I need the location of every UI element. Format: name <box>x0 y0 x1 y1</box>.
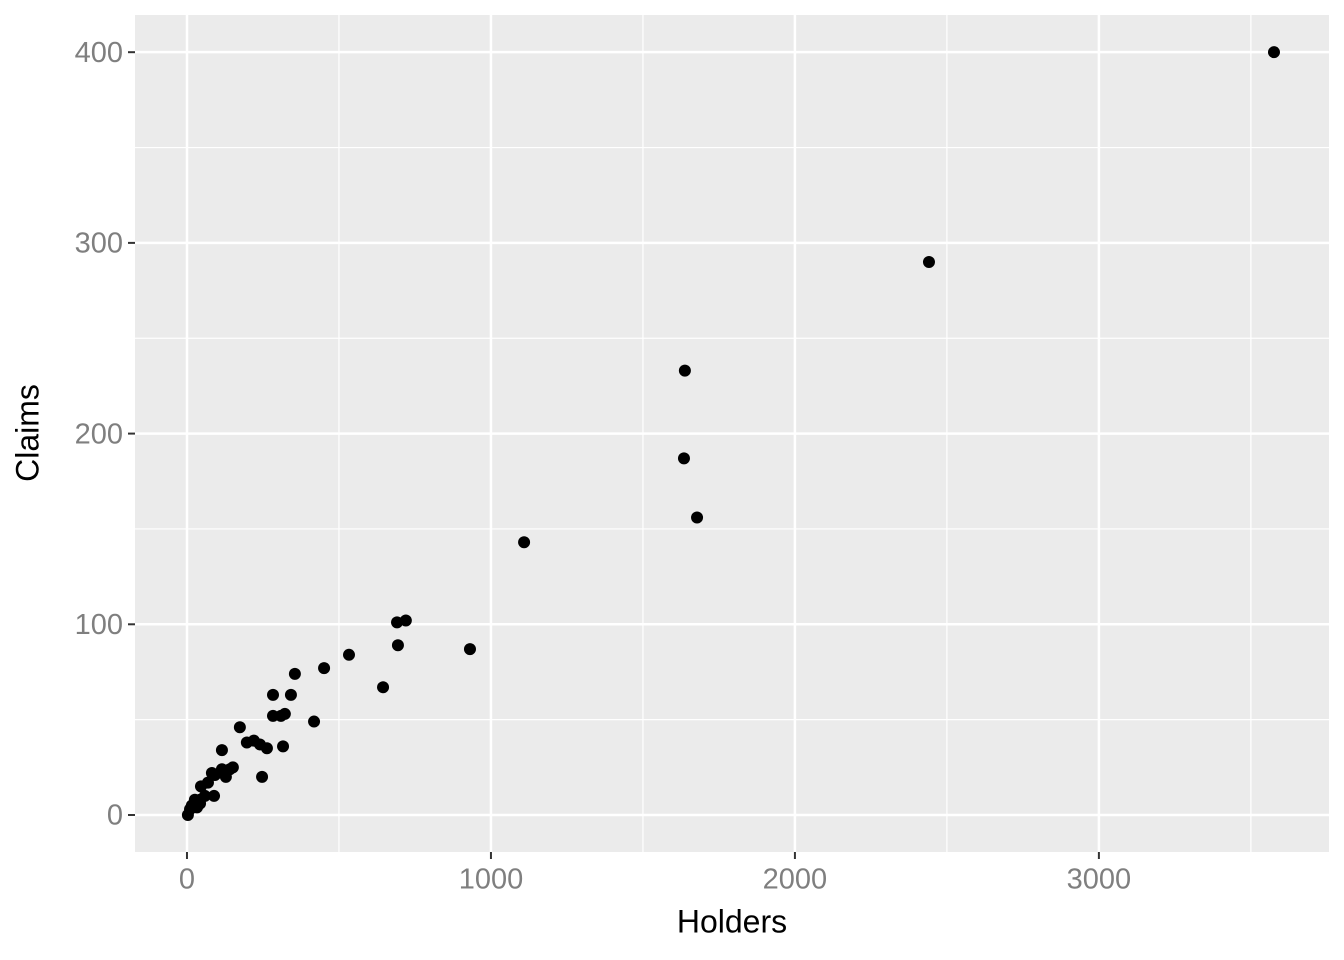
point <box>318 662 331 675</box>
point <box>233 721 246 734</box>
x-tick-label: 3000 <box>1067 864 1132 896</box>
point <box>256 770 269 783</box>
y-tick-label: 200 <box>75 418 123 450</box>
point <box>181 809 194 822</box>
point <box>267 688 280 701</box>
point <box>677 452 690 465</box>
y-axis-title: Claims <box>9 384 45 482</box>
point <box>391 616 404 629</box>
point <box>678 364 691 377</box>
y-tick-label: 0 <box>107 800 123 832</box>
point <box>1267 46 1280 59</box>
point <box>277 740 290 753</box>
y-tick-label: 300 <box>75 228 123 260</box>
x-tick-label: 2000 <box>763 864 828 896</box>
point <box>288 667 301 680</box>
x-axis-title: Holders <box>677 903 787 939</box>
point <box>194 797 207 810</box>
point <box>205 767 218 780</box>
point <box>391 639 404 652</box>
point <box>215 744 228 757</box>
point <box>308 715 321 728</box>
point <box>691 511 704 524</box>
point <box>377 681 390 694</box>
point <box>284 688 297 701</box>
point <box>274 709 287 722</box>
x-tick-label: 0 <box>179 864 195 896</box>
point <box>240 736 253 749</box>
point <box>922 255 935 268</box>
point <box>194 780 207 793</box>
y-tick-label: 100 <box>75 609 123 641</box>
point <box>463 643 476 656</box>
y-tick-label: 400 <box>75 37 123 69</box>
point <box>208 789 221 802</box>
point <box>342 648 355 661</box>
x-tick-label: 1000 <box>459 864 524 896</box>
point <box>518 536 531 549</box>
